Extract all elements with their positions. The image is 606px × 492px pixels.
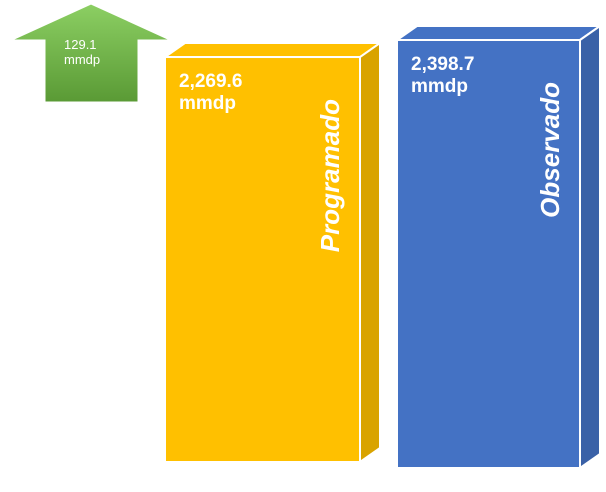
- value-label: 2,398.7 mmdp: [411, 54, 475, 97]
- category-label: Programado: [315, 99, 345, 252]
- bar-top: [393, 25, 604, 41]
- category-label: Observado: [535, 82, 565, 218]
- bar-side: [579, 24, 601, 470]
- value-label: 2,269.6 mmdp: [179, 71, 243, 114]
- bar-top: [161, 42, 384, 59]
- bar: [396, 39, 581, 469]
- bar-side: [359, 41, 381, 464]
- bar: [164, 56, 361, 463]
- difference-arrow: [11, 3, 171, 103]
- annotation-label: 129.1 mmdp: [64, 37, 101, 67]
